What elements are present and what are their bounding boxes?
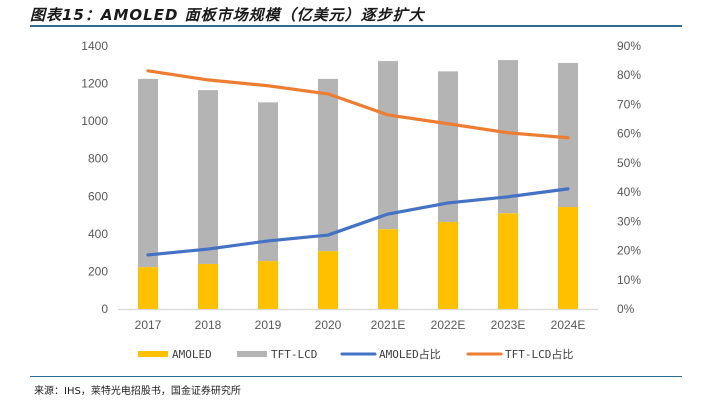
source-note: 来源：IHS，莱特光电招股书，国金证券研究所 xyxy=(34,386,241,397)
legend-amoled-label: AMOLED xyxy=(172,348,212,361)
bars xyxy=(138,60,578,309)
right-tick-label: 80% xyxy=(617,68,641,82)
bar-tft-lcd xyxy=(438,71,458,223)
bar-amoled xyxy=(558,206,578,309)
right-tick-label: 40% xyxy=(617,185,641,199)
x-tick-label: 2024E xyxy=(551,318,586,332)
right-tick-label: 10% xyxy=(617,273,641,287)
x-axis: 2017 2018 2019 2020 2021E 2022E 2023E 2024E xyxy=(135,318,586,332)
legend: AMOLED TFT-LCD AMOLED占比 TFT-LCD占比 xyxy=(138,347,573,361)
bar-amoled xyxy=(138,267,158,309)
x-tick-label: 2020 xyxy=(315,318,342,332)
left-tick-label: 600 xyxy=(88,189,108,203)
bar-tft-lcd xyxy=(258,102,278,262)
left-tick-label: 1000 xyxy=(81,114,108,128)
line-amoled-share xyxy=(146,187,570,257)
legend-tft-lcd-label: TFT-LCD xyxy=(271,348,317,361)
legend-amoled-swatch xyxy=(138,351,168,357)
left-axis: 0 200 400 600 800 1000 1200 1400 xyxy=(81,39,108,316)
figure-title: 图表15：AMOLED 面板市场规模（亿美元）逐步扩大 xyxy=(30,6,425,24)
lines xyxy=(146,69,570,257)
x-tick-label: 2017 xyxy=(135,318,162,332)
right-tick-label: 0% xyxy=(617,302,635,316)
left-tick-label: 1400 xyxy=(81,39,108,53)
right-tick-label: 70% xyxy=(617,97,641,111)
right-tick-label: 50% xyxy=(617,156,641,170)
footer-divider xyxy=(30,376,682,377)
bar-tft-lcd xyxy=(138,78,158,268)
bar-tft-lcd xyxy=(318,78,338,252)
bar-tft-lcd xyxy=(558,62,578,207)
right-tick-label: 30% xyxy=(617,214,641,228)
title-divider xyxy=(30,25,682,27)
legend-amoled-share-label: AMOLED占比 xyxy=(379,347,441,361)
right-axis: 0% 10% 20% 30% 40% 50% 60% 70% 80% 90% xyxy=(617,39,641,316)
bar-tft-lcd xyxy=(378,61,398,230)
bar-tft-lcd xyxy=(198,90,218,264)
left-tick-label: 800 xyxy=(88,152,108,166)
x-tick-label: 2018 xyxy=(195,318,222,332)
bar-tft-lcd xyxy=(498,60,518,214)
legend-tft-lcd-share-label: TFT-LCD占比 xyxy=(505,347,573,361)
bar-amoled xyxy=(318,251,338,309)
bar-amoled xyxy=(438,222,458,309)
right-tick-label: 60% xyxy=(617,127,641,141)
legend-tft-lcd-swatch xyxy=(237,351,267,357)
line-tft-lcd-share xyxy=(146,69,570,140)
x-tick-label: 2019 xyxy=(255,318,282,332)
right-tick-label: 20% xyxy=(617,244,641,258)
bar-amoled xyxy=(258,261,278,309)
left-tick-label: 0 xyxy=(101,302,108,316)
left-tick-label: 1200 xyxy=(81,77,108,91)
x-tick-label: 2021E xyxy=(371,318,406,332)
bar-amoled xyxy=(378,229,398,309)
right-tick-label: 90% xyxy=(617,39,641,53)
x-tick-label: 2023E xyxy=(491,318,526,332)
x-tick-label: 2022E xyxy=(431,318,466,332)
left-tick-label: 200 xyxy=(88,264,108,278)
bar-amoled xyxy=(198,263,218,309)
left-tick-label: 400 xyxy=(88,227,108,241)
bar-amoled xyxy=(498,213,518,309)
